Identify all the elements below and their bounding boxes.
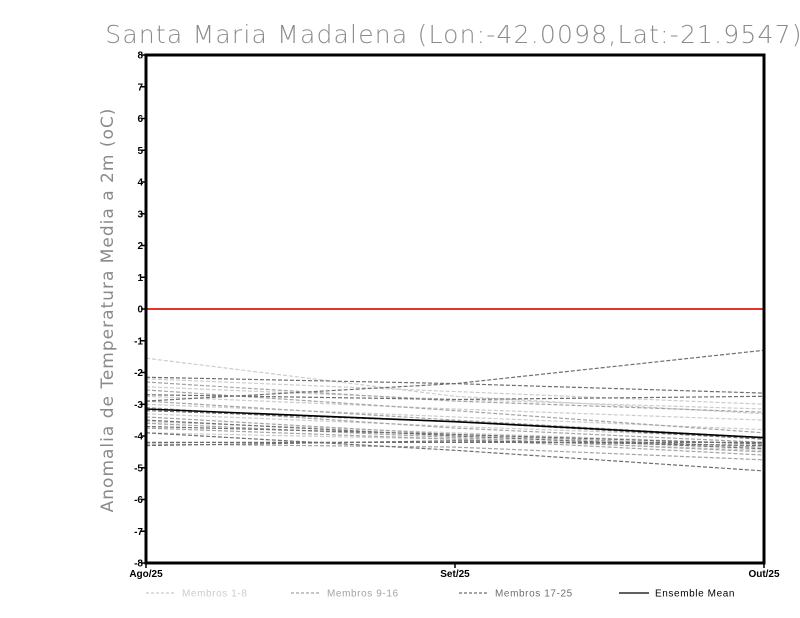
y-tick-label: 5 <box>137 146 143 157</box>
y-tick-label: -8 <box>134 559 143 570</box>
y-tick-label: -5 <box>134 463 143 474</box>
y-tick-label: -1 <box>134 336 143 347</box>
y-tick-label: 0 <box>137 305 143 316</box>
member-line-m25 <box>145 440 765 447</box>
y-tick-label: 7 <box>137 82 143 93</box>
x-tick-label: Out/25 <box>748 569 780 580</box>
member-line-m9 <box>145 381 765 413</box>
member-line-m14 <box>145 422 765 453</box>
member-line-m18 <box>145 394 765 401</box>
member-line-m1 <box>145 357 765 415</box>
y-tick-label: 6 <box>137 114 143 125</box>
y-tick-label: 1 <box>137 273 143 284</box>
y-tick-label: 3 <box>137 209 143 220</box>
y-tick-label: -7 <box>134 527 143 538</box>
legend-label: Membros 9-16 <box>327 589 399 600</box>
series-lines <box>145 308 765 472</box>
y-axis-label: Anomalia de Temperatura Media a 2m (oC) <box>98 108 118 513</box>
legend-label: Membros 17-25 <box>495 589 573 600</box>
member-line-m16 <box>145 443 765 461</box>
member-line-m11 <box>145 400 765 439</box>
member-line-m22 <box>145 425 765 445</box>
y-tick-label: 2 <box>137 241 143 252</box>
legend: Membros 1-8 Membros 9-16 Membros 17-25 Ense… <box>146 589 735 600</box>
y-tick-label: 8 <box>137 51 143 62</box>
x-tick-label: Set/25 <box>440 569 470 580</box>
member-line-m21 <box>145 419 765 450</box>
y-tick-label: 4 <box>137 178 143 189</box>
member-line-m5 <box>145 403 765 431</box>
ensemble-mean-line <box>145 408 765 439</box>
member-line-m23 <box>145 432 765 472</box>
member-line-m6 <box>145 413 765 439</box>
y-tick-label: -3 <box>134 400 143 411</box>
x-tick-label: Ago/25 <box>129 569 163 580</box>
legend-label: Membros 1-8 <box>182 589 248 600</box>
plot-frame <box>144 53 766 565</box>
y-tick-label: -6 <box>134 495 143 506</box>
legend-label: Ensemble Mean <box>655 589 735 600</box>
y-tick-label: -4 <box>134 432 143 443</box>
member-line-m15 <box>145 427 765 456</box>
y-axis: -8 -7 -6 -5 -4 -3 -2 -1 0 1 2 3 4 5 6 7 8 <box>134 51 146 570</box>
chart-title: Santa Maria Madalena (Lon:-42.0098,Lat:-… <box>105 20 800 49</box>
member-line-m4 <box>145 395 765 421</box>
member-line-m2 <box>145 378 765 405</box>
y-tick-label: -2 <box>134 368 143 379</box>
member-line-m19 <box>145 349 765 402</box>
x-axis: Ago/25 Set/25 Out/25 <box>129 563 780 580</box>
